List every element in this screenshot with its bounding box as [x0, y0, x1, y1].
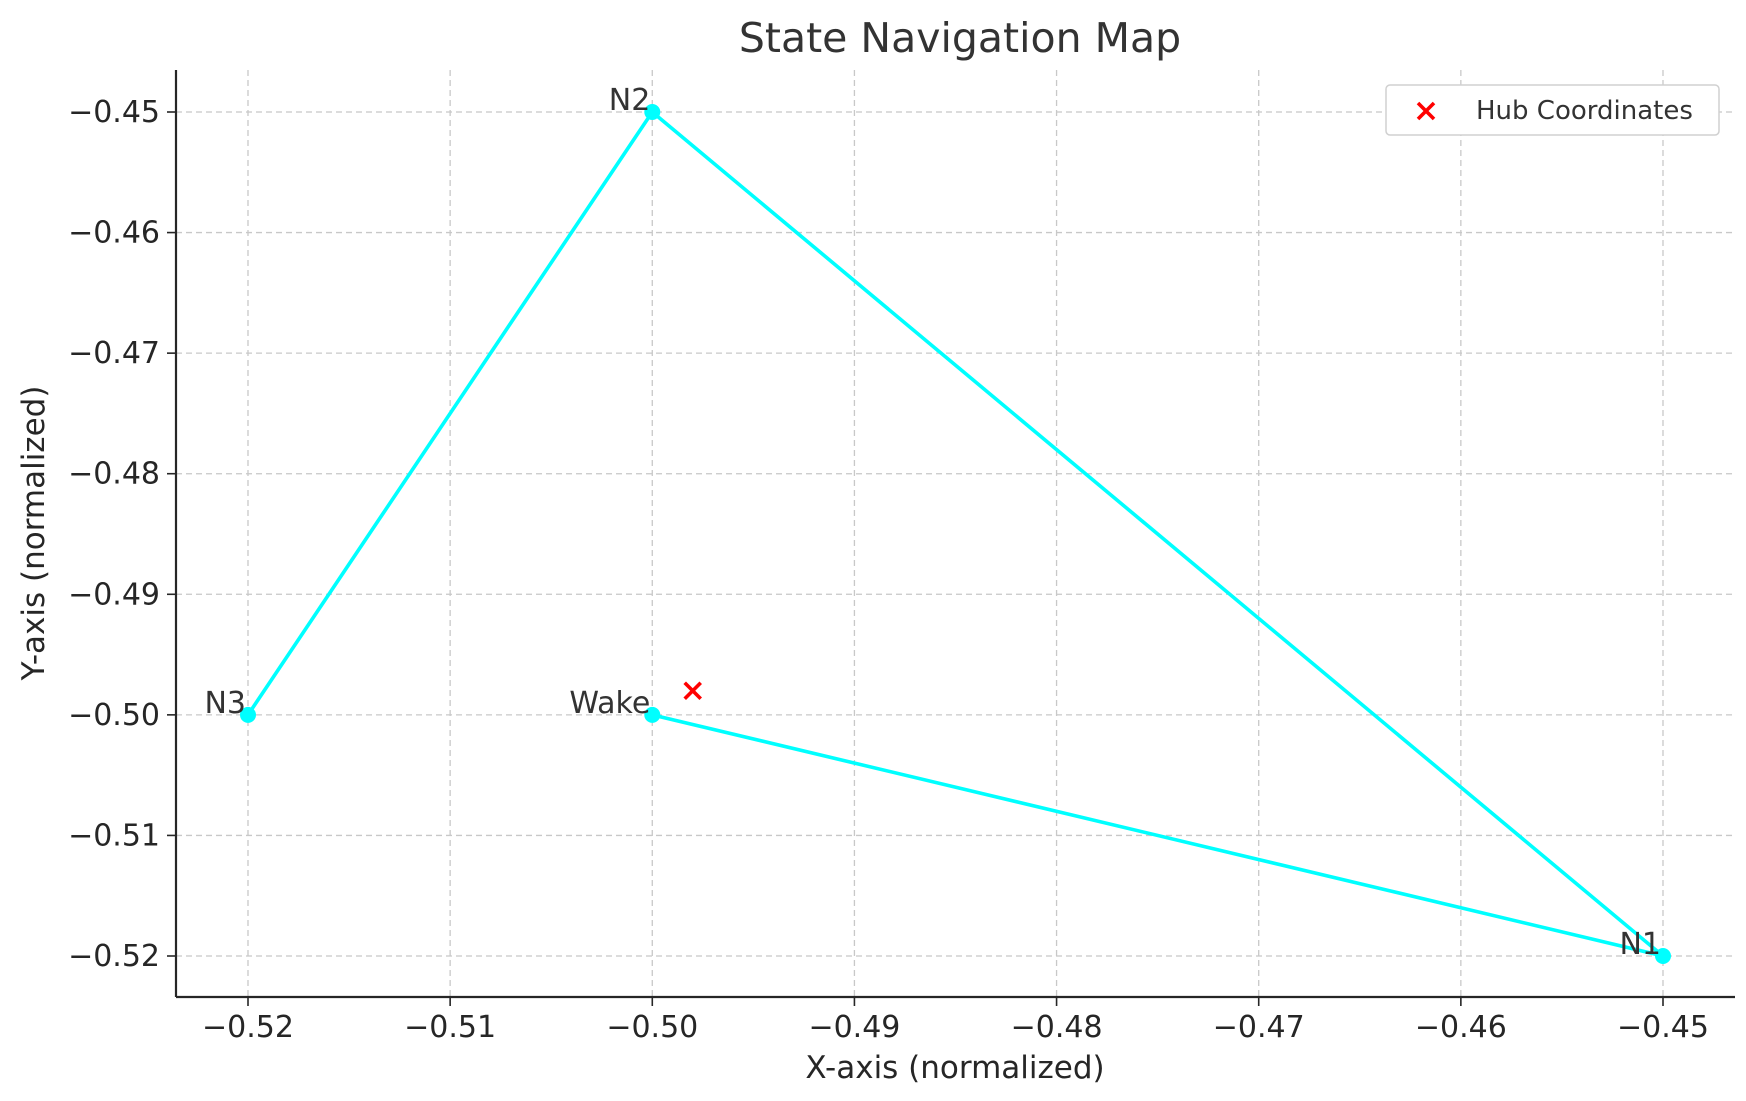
x-tick-label: −0.49 — [808, 1010, 900, 1045]
x-tick-label: −0.52 — [202, 1010, 294, 1045]
y-tick-label: −0.49 — [68, 577, 160, 612]
y-tick-label: −0.50 — [68, 698, 160, 733]
legend-hub-label: Hub Coordinates — [1476, 96, 1693, 126]
x-tick-label: −0.47 — [1213, 1010, 1305, 1045]
node-labels: Wake N1 N2 N3 — [204, 83, 1661, 962]
x-tick-label: −0.46 — [1415, 1010, 1507, 1045]
path-lines — [246, 110, 1665, 958]
x-tick-label: −0.51 — [404, 1010, 496, 1045]
path-segment — [246, 110, 655, 717]
hub-marker-group — [683, 681, 702, 701]
y-tick-label: −0.51 — [68, 818, 160, 853]
y-tick-label: −0.47 — [68, 336, 160, 371]
path-point-n2 — [644, 104, 661, 120]
y-tick-label: −0.52 — [68, 939, 160, 974]
axes — [174, 70, 1735, 999]
node-label-n1: N1 — [1619, 927, 1661, 962]
legend-x-marker — [1416, 101, 1436, 121]
path-point-n3 — [240, 706, 256, 723]
y-tick-label: −0.45 — [68, 95, 160, 130]
node-label-n3: N3 — [204, 686, 246, 721]
legend-hub-marker — [1416, 101, 1436, 121]
x-tick-label: −0.48 — [1011, 1010, 1103, 1045]
path-point-n1 — [1655, 948, 1671, 964]
node-label-n2: N2 — [609, 83, 651, 118]
legend-x-marker-stroke-b — [1416, 101, 1436, 121]
chart-title: State Navigation Map — [739, 14, 1181, 62]
x-axis-label: X-axis (normalized) — [805, 1050, 1104, 1086]
legend: Hub Coordinates — [1385, 84, 1720, 136]
path-segment — [650, 713, 1665, 958]
path-points — [240, 104, 1671, 964]
y-tick-label: −0.48 — [68, 457, 160, 492]
x-tick-label: −0.50 — [606, 1010, 698, 1045]
hub-marker-stroke-b — [683, 681, 702, 701]
y-axis-label: Y-axis (normalized) — [16, 386, 52, 682]
y-tick-label: −0.46 — [68, 216, 160, 251]
y-ticks: −0.45 −0.46 −0.47 −0.48 −0.49 −0.50 −0.51 −0.52 — [68, 95, 176, 974]
grid — [176, 70, 1735, 997]
path-segment — [650, 110, 1665, 958]
hub-marker — [683, 681, 702, 701]
legend-box — [1385, 84, 1720, 136]
x-ticks: −0.52 −0.51 −0.50 −0.49 −0.48 −0.47 −0.46 −0.45 — [202, 997, 1709, 1045]
path-point-wake — [644, 706, 661, 723]
node-label-wake: Wake — [569, 686, 650, 721]
x-tick-label: −0.45 — [1617, 1010, 1709, 1045]
